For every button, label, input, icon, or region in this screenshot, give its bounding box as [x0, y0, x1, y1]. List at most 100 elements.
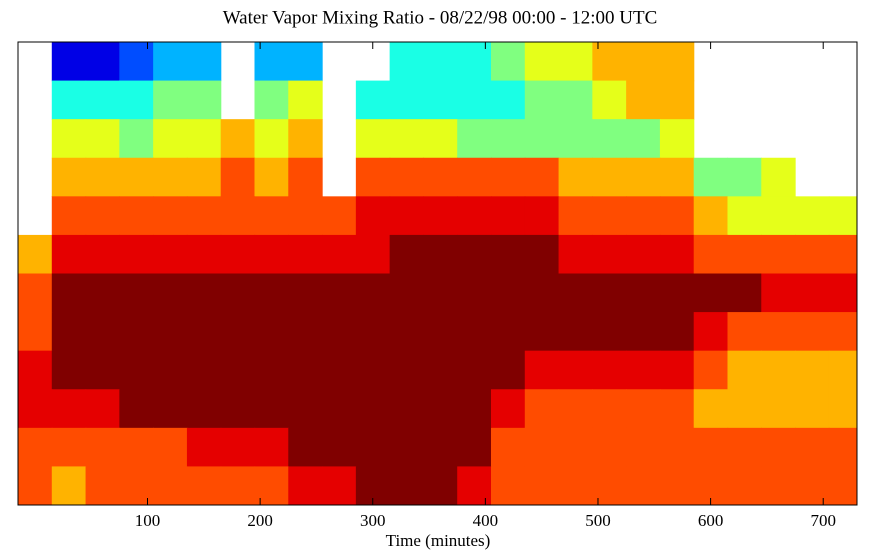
- heatmap-cell: [490, 196, 526, 236]
- heatmap-cell: [490, 427, 526, 468]
- heatmap-cell: [186, 196, 222, 236]
- heatmap-cell: [592, 312, 627, 352]
- heatmap-cell: [828, 466, 857, 505]
- heatmap-cell: [389, 312, 425, 352]
- heatmap-cell: [693, 157, 729, 197]
- heatmap-cell: [693, 196, 729, 236]
- heatmap-cell: [423, 42, 458, 82]
- heatmap-cell: [153, 119, 188, 159]
- heatmap-cell: [761, 196, 796, 236]
- heatmap-cell: [828, 350, 857, 390]
- heatmap-cell: [761, 312, 796, 352]
- heatmap-cell: [626, 427, 661, 468]
- heatmap-cell: [119, 389, 154, 429]
- heatmap-cell: [254, 273, 289, 313]
- heatmap-cell: [288, 157, 323, 197]
- heatmap-cell: [322, 350, 357, 390]
- heatmap-cell: [592, 157, 627, 197]
- heatmap-cell: [18, 350, 53, 390]
- heatmap-cell: [288, 42, 323, 82]
- heatmap-cell: [85, 466, 120, 505]
- heatmap-cell: [423, 466, 458, 505]
- heatmap-cell: [186, 119, 222, 159]
- heatmap-cell: [626, 234, 661, 275]
- heatmap-cell: [355, 234, 391, 275]
- heatmap-cell: [828, 427, 857, 468]
- heatmap-cell: [288, 80, 323, 120]
- heatmap-cell: [51, 312, 87, 352]
- heatmap-cell: [524, 196, 560, 236]
- x-tick-label: 500: [585, 511, 611, 530]
- heatmap-cell: [524, 427, 560, 468]
- heatmap-cell: [389, 427, 425, 468]
- chart-title: Water Vapor Mixing Ratio - 08/22/98 00:0…: [223, 7, 658, 28]
- heatmap-cell: [659, 427, 695, 468]
- heatmap-cell: [761, 157, 796, 197]
- heatmap-cell: [288, 389, 323, 429]
- heatmap-cell: [254, 157, 289, 197]
- heatmap-cell: [153, 466, 188, 505]
- heatmap-cell: [288, 119, 323, 159]
- heatmap-cell: [51, 80, 87, 120]
- heatmap-cell: [490, 119, 526, 159]
- heatmap-cell: [828, 196, 857, 236]
- heatmap-cell: [254, 312, 289, 352]
- heatmap-cell: [524, 234, 560, 275]
- heatmap-cell: [828, 389, 857, 429]
- heatmap-cell: [423, 312, 458, 352]
- x-tick-label: 100: [135, 511, 161, 530]
- heatmap-cell: [592, 427, 627, 468]
- heatmap-cell: [626, 312, 661, 352]
- x-tick-label: 400: [473, 511, 499, 530]
- heatmap-cell: [18, 312, 53, 352]
- heatmap-cell: [85, 196, 120, 236]
- plot-frame: [17, 41, 858, 506]
- heatmap-cell: [51, 389, 87, 429]
- heatmap-cell: [51, 466, 87, 505]
- heatmap-cell: [659, 42, 695, 82]
- heatmap-cell: [322, 466, 357, 505]
- heatmap-cell: [457, 234, 492, 275]
- heatmap-cell: [288, 427, 323, 468]
- heatmap-cell: [693, 350, 729, 390]
- heatmap-cell: [592, 80, 627, 120]
- heatmap-cell: [254, 234, 289, 275]
- heatmap-cell: [389, 389, 425, 429]
- heatmap-cell: [558, 350, 593, 390]
- heatmap-cell: [186, 80, 222, 120]
- heatmap-cell: [85, 42, 120, 82]
- heatmap-cell: [423, 119, 458, 159]
- heatmap-cell: [119, 234, 154, 275]
- heatmap-cell: [693, 312, 729, 352]
- x-tick-label: 700: [810, 511, 836, 530]
- heatmap-cell: [659, 234, 695, 275]
- heatmap-cell: [457, 80, 492, 120]
- heatmap-cell: [727, 273, 762, 313]
- heatmap-cell: [355, 196, 391, 236]
- heatmap-cell: [254, 427, 289, 468]
- heatmap-cell: [524, 389, 560, 429]
- heatmap-cell: [355, 312, 391, 352]
- heatmap-cell: [592, 119, 627, 159]
- heatmap-cell: [626, 119, 661, 159]
- heatmap-cell: [186, 427, 222, 468]
- heatmap-cell: [457, 312, 492, 352]
- heatmap-cell: [389, 466, 425, 505]
- heatmap-cell: [558, 427, 593, 468]
- heatmap-cell: [659, 119, 695, 159]
- heatmap-cell: [693, 427, 729, 468]
- heatmap-cell: [355, 119, 391, 159]
- heatmap-cell: [490, 273, 526, 313]
- heatmap-cell: [626, 42, 661, 82]
- heatmap-cell: [558, 119, 593, 159]
- heatmap-cell: [828, 234, 857, 275]
- heatmap-cell: [457, 196, 492, 236]
- heatmap-cell: [524, 80, 560, 120]
- heatmap-cell: [220, 427, 256, 468]
- heatmap-cell: [524, 466, 560, 505]
- heatmap-cell: [186, 273, 222, 313]
- heatmap-cell: [389, 119, 425, 159]
- heatmap-cell: [795, 427, 830, 468]
- heatmap-cell: [220, 234, 256, 275]
